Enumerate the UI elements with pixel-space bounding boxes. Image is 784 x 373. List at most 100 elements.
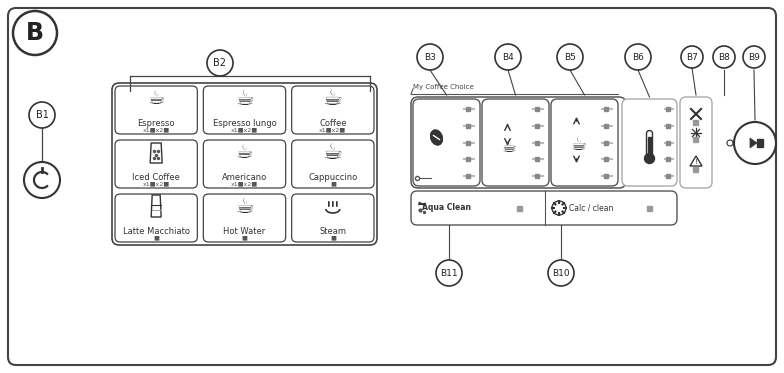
FancyBboxPatch shape xyxy=(203,140,285,188)
Text: B1: B1 xyxy=(35,110,49,120)
Text: ■: ■ xyxy=(330,235,336,241)
Text: B: B xyxy=(26,21,44,45)
Text: B2: B2 xyxy=(213,58,227,68)
Text: B11: B11 xyxy=(440,269,458,278)
Circle shape xyxy=(713,46,735,68)
Bar xyxy=(666,141,670,144)
Text: B3: B3 xyxy=(424,53,436,62)
Circle shape xyxy=(495,44,521,70)
Text: B5: B5 xyxy=(564,53,576,62)
Bar xyxy=(604,141,608,144)
Text: ☕: ☕ xyxy=(323,89,343,109)
Circle shape xyxy=(644,154,655,163)
Polygon shape xyxy=(151,143,162,163)
Text: ☕: ☕ xyxy=(323,143,343,163)
Text: B7: B7 xyxy=(686,53,698,62)
Bar xyxy=(535,124,539,128)
FancyBboxPatch shape xyxy=(411,191,677,225)
Text: ☕: ☕ xyxy=(147,90,165,109)
Text: Cappuccino: Cappuccino xyxy=(308,173,358,182)
Text: Espresso lungo: Espresso lungo xyxy=(212,119,277,129)
Text: x1■x2■: x1■x2■ xyxy=(143,182,169,186)
Circle shape xyxy=(727,140,733,146)
Text: Aqua Clean: Aqua Clean xyxy=(423,204,471,213)
Text: Hot Water: Hot Water xyxy=(223,228,266,236)
Text: ☕: ☕ xyxy=(235,89,254,109)
FancyBboxPatch shape xyxy=(292,140,374,188)
Bar xyxy=(535,141,539,144)
FancyBboxPatch shape xyxy=(115,86,198,134)
FancyBboxPatch shape xyxy=(482,99,549,186)
FancyBboxPatch shape xyxy=(411,97,626,188)
Circle shape xyxy=(681,46,703,68)
Bar xyxy=(535,157,539,161)
Bar xyxy=(604,124,608,128)
FancyBboxPatch shape xyxy=(115,194,198,242)
Bar xyxy=(693,120,698,125)
Polygon shape xyxy=(750,138,757,148)
FancyBboxPatch shape xyxy=(292,194,374,242)
Text: ■: ■ xyxy=(153,235,159,241)
Bar xyxy=(604,174,608,178)
Bar xyxy=(693,137,698,142)
Circle shape xyxy=(548,260,574,286)
Circle shape xyxy=(13,11,57,55)
Text: x1■x2■: x1■x2■ xyxy=(319,128,347,132)
FancyBboxPatch shape xyxy=(115,140,198,188)
Text: Americano: Americano xyxy=(222,173,267,182)
Circle shape xyxy=(734,122,776,164)
Ellipse shape xyxy=(430,130,443,145)
Polygon shape xyxy=(690,156,702,166)
Circle shape xyxy=(436,260,462,286)
Bar xyxy=(757,139,763,147)
Text: B10: B10 xyxy=(552,269,570,278)
FancyBboxPatch shape xyxy=(292,86,374,134)
Circle shape xyxy=(557,44,583,70)
Text: B6: B6 xyxy=(632,53,644,62)
Text: Iced Coffee: Iced Coffee xyxy=(132,173,180,182)
FancyBboxPatch shape xyxy=(647,131,652,159)
Bar xyxy=(604,107,608,111)
Bar xyxy=(666,174,670,178)
Bar xyxy=(666,107,670,111)
Bar xyxy=(466,107,470,111)
Bar xyxy=(647,206,652,211)
FancyBboxPatch shape xyxy=(203,194,285,242)
Bar xyxy=(693,167,698,172)
Text: ☕: ☕ xyxy=(236,144,253,163)
Bar xyxy=(604,157,608,161)
FancyBboxPatch shape xyxy=(8,8,776,365)
Text: x1■x2■: x1■x2■ xyxy=(231,128,258,132)
Text: ■: ■ xyxy=(241,235,248,241)
Bar xyxy=(535,107,539,111)
Bar xyxy=(466,157,470,161)
Text: Coffee: Coffee xyxy=(319,119,347,129)
Circle shape xyxy=(24,162,60,198)
Circle shape xyxy=(743,46,765,68)
Text: Steam: Steam xyxy=(319,228,347,236)
Bar xyxy=(466,124,470,128)
FancyBboxPatch shape xyxy=(680,97,712,188)
Bar xyxy=(517,206,522,211)
Text: Espresso: Espresso xyxy=(137,119,175,129)
Polygon shape xyxy=(151,195,162,217)
Text: Calc / clean: Calc / clean xyxy=(569,204,613,213)
FancyBboxPatch shape xyxy=(413,99,480,186)
FancyBboxPatch shape xyxy=(551,99,618,186)
FancyBboxPatch shape xyxy=(112,83,377,245)
Circle shape xyxy=(552,201,566,215)
Bar xyxy=(466,174,470,178)
Text: !: ! xyxy=(695,159,698,165)
Circle shape xyxy=(207,50,233,76)
Text: ■: ■ xyxy=(330,182,336,186)
Bar xyxy=(535,174,539,178)
Bar xyxy=(466,141,470,144)
Text: B4: B4 xyxy=(502,53,514,62)
FancyBboxPatch shape xyxy=(203,86,285,134)
Text: My Coffee Choice: My Coffee Choice xyxy=(413,84,474,90)
Circle shape xyxy=(417,44,443,70)
Text: x1■x2■: x1■x2■ xyxy=(143,128,169,132)
Circle shape xyxy=(625,44,651,70)
Text: B8: B8 xyxy=(718,53,730,62)
Text: ☕: ☕ xyxy=(571,137,586,154)
